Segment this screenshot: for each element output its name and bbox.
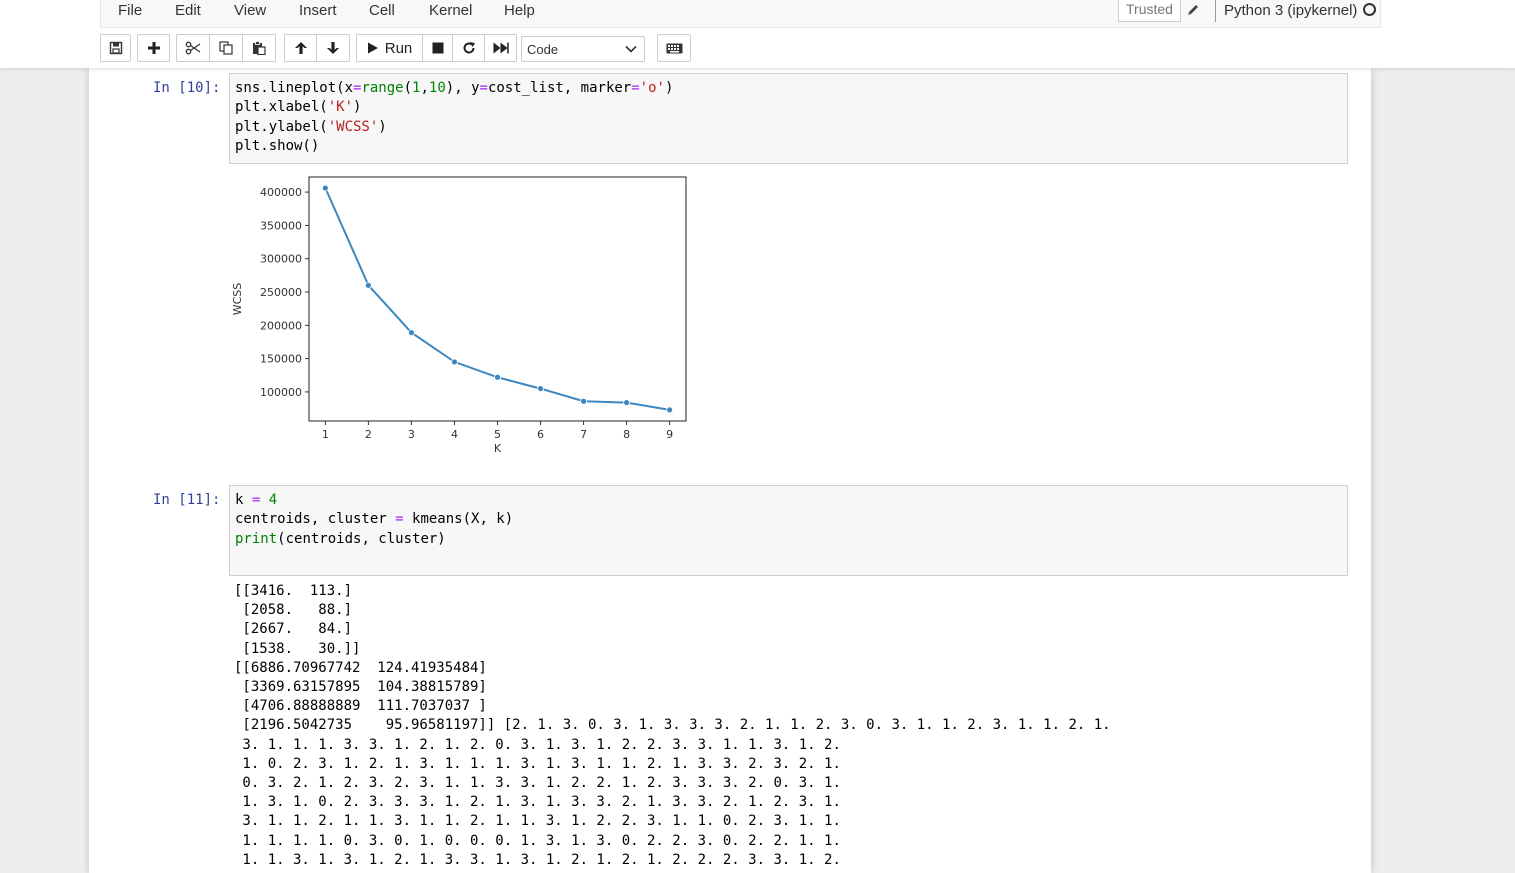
command-palette-button[interactable] — [657, 34, 691, 62]
paste-button[interactable] — [243, 35, 275, 61]
arrow-up-icon — [294, 42, 307, 54]
interrupt-button[interactable] — [423, 35, 453, 61]
cell-prompt: In [10]: — [153, 80, 221, 96]
y-tick-label: 150000 — [260, 353, 302, 366]
y-tick-label: 250000 — [260, 286, 302, 299]
insert-group — [137, 34, 170, 62]
menu-kernel[interactable]: Kernel — [429, 2, 473, 19]
x-tick-label: 6 — [537, 428, 544, 441]
plot-area — [308, 176, 687, 422]
code-line: centroids, cluster = kmeans(X, k) — [235, 511, 514, 528]
kernel-name[interactable]: Python 3 (ipykernel) — [1224, 2, 1358, 19]
data-point — [623, 399, 631, 406]
menu-help[interactable]: Help — [504, 2, 535, 19]
move-group — [284, 34, 350, 62]
y-tick-label: 350000 — [260, 219, 302, 232]
menu-file[interactable]: File — [118, 2, 143, 19]
code-cell-input[interactable]: sns.lineplot(x=range(1,10), y=cost_list,… — [229, 73, 1348, 164]
keyboard-icon — [666, 43, 682, 53]
kernel-idle-icon — [1363, 3, 1376, 16]
notebook-header: File Edit View Insert Cell Kernel Help T… — [0, 0, 1515, 68]
data-point — [451, 358, 458, 366]
code-line: plt.show() — [235, 137, 320, 154]
x-tick-label: 2 — [365, 428, 372, 441]
y-tick-label: 100000 — [260, 386, 302, 399]
x-tick-label: 5 — [494, 428, 501, 441]
cut-button[interactable] — [177, 35, 210, 61]
scissors-icon — [185, 41, 201, 55]
data-point — [408, 329, 415, 337]
x-tick-label: 1 — [322, 428, 329, 441]
notebook-container: In [10]: sns.lineplot(x=range(1,10), y=c… — [89, 68, 1371, 873]
plus-icon — [147, 42, 160, 54]
code-line: plt.xlabel('K') — [235, 99, 362, 116]
menu-cell[interactable]: Cell — [369, 2, 395, 19]
elbow-line-chart: 100000 150000 200000 250000 300000 350000 4000… — [231, 176, 687, 455]
move-up-button[interactable] — [285, 35, 318, 61]
code-line: print(centroids, cluster) — [235, 530, 446, 547]
move-down-button[interactable] — [317, 35, 349, 61]
code-cell-input[interactable]: k = 4 centroids, cluster = kmeans(X, k) … — [229, 485, 1348, 576]
menu-insert[interactable]: Insert — [299, 2, 337, 19]
code-line: sns.lineplot(x=range(1,10), y=cost_list,… — [235, 80, 674, 96]
x-axis-label: K — [494, 442, 502, 455]
menu-view[interactable]: View — [234, 2, 267, 19]
y-tick-label: 200000 — [260, 319, 302, 332]
save-group — [100, 34, 131, 62]
y-axis-label: WCSS — [231, 283, 244, 316]
restart-run-all-button[interactable] — [485, 35, 516, 61]
cell-type-value: Code — [527, 42, 559, 57]
x-tick-label: 7 — [580, 428, 587, 441]
code-line: k = 4 — [235, 492, 278, 508]
edit-group — [176, 34, 276, 62]
save-icon — [109, 41, 122, 55]
paste-icon — [253, 41, 266, 55]
run-group: Run — [356, 34, 517, 62]
menu-edit[interactable]: Edit — [175, 2, 201, 19]
restart-button[interactable] — [453, 35, 485, 61]
cell-output-text: [[3416. 113.] [2058. 88.] [2667. 84.] [1… — [234, 583, 1111, 868]
y-tick-label: 300000 — [260, 253, 302, 266]
menu-bar: File Edit View Insert Cell Kernel Help T… — [100, 0, 1381, 28]
code-editor[interactable]: sns.lineplot(x=range(1,10), y=cost_list,… — [235, 79, 673, 156]
play-icon — [367, 42, 378, 54]
x-tick-label: 3 — [408, 428, 415, 441]
data-point — [364, 281, 372, 289]
x-tick-label: 4 — [451, 428, 458, 441]
save-button[interactable] — [101, 35, 130, 61]
chevron-down-icon — [625, 45, 637, 53]
copy-button[interactable] — [210, 35, 243, 61]
data-point — [494, 373, 501, 381]
code-editor[interactable]: k = 4 centroids, cluster = kmeans(X, k) … — [235, 491, 513, 549]
x-tick-label: 9 — [666, 428, 673, 441]
data-point — [580, 397, 587, 405]
y-tick-label: 400000 — [260, 186, 302, 199]
insert-cell-button[interactable] — [138, 35, 169, 61]
copy-icon — [219, 41, 233, 55]
trusted-indicator[interactable]: Trusted — [1118, 0, 1181, 22]
stop-icon — [432, 42, 443, 54]
data-point — [321, 184, 329, 192]
kernel-separator — [1215, 0, 1216, 22]
pencil-icon[interactable] — [1186, 3, 1200, 17]
code-line: plt.ylabel('WCSS') — [235, 118, 387, 135]
cell-type-select[interactable]: Code — [521, 36, 645, 62]
data-point — [537, 385, 544, 392]
cell-prompt: In [11]: — [153, 492, 221, 508]
run-label: Run — [384, 39, 413, 57]
x-tick-label: 8 — [623, 428, 630, 441]
refresh-icon — [463, 42, 475, 54]
run-button[interactable]: Run — [357, 35, 423, 61]
fast-forward-icon — [493, 42, 509, 54]
data-point — [666, 406, 674, 414]
arrow-down-icon — [327, 42, 339, 54]
